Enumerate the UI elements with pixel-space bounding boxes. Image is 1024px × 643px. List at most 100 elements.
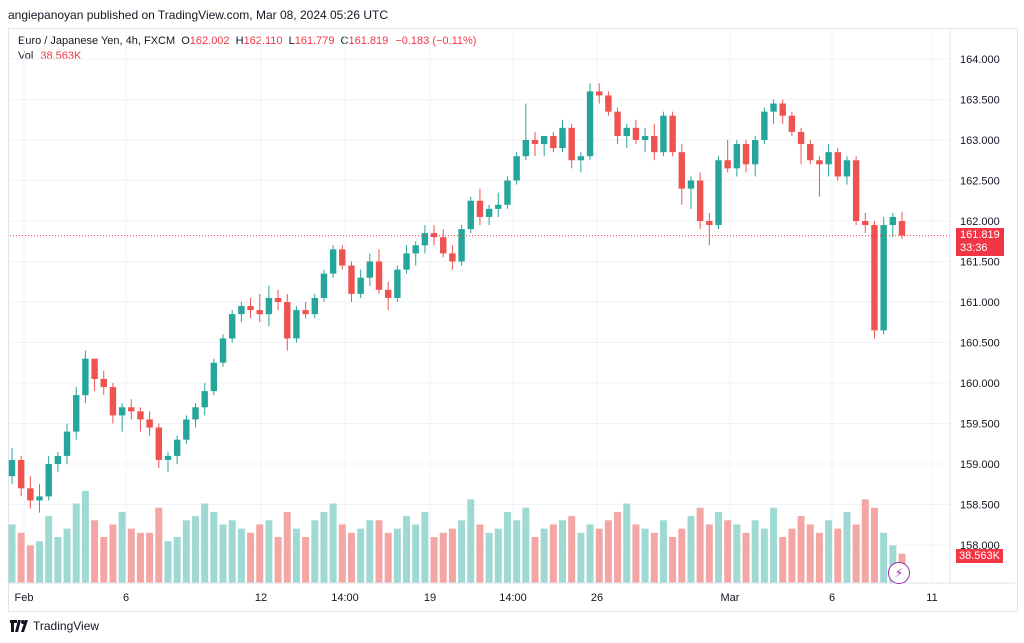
volume-bar [476, 524, 484, 583]
candle-body [651, 135, 658, 153]
candle [403, 245, 410, 274]
symbol-name[interactable]: Euro / Japanese Yen, 4h, FXCM [18, 35, 176, 47]
volume-bar [366, 520, 374, 583]
candle [183, 415, 190, 444]
candle-body [467, 200, 474, 230]
candle-body [614, 111, 621, 136]
candle [137, 407, 144, 432]
volume-bar [467, 499, 475, 583]
volume-bar [384, 532, 392, 583]
volume-bar [549, 524, 557, 583]
candle-body [687, 180, 695, 189]
volume-bar [100, 537, 108, 583]
candle-body [63, 431, 71, 456]
time-tick-label: 14:00 [331, 592, 359, 604]
volume-bar [109, 524, 117, 583]
candle-body [375, 261, 383, 290]
candle-body [880, 225, 887, 331]
candle [293, 306, 300, 343]
candle-body [329, 249, 337, 274]
volume-bar [247, 532, 255, 583]
time-tick-label: 19 [424, 592, 436, 604]
candle [485, 204, 493, 226]
candle [394, 265, 401, 302]
candle-body [100, 378, 107, 388]
candle-body [761, 111, 768, 140]
volume-bar [393, 528, 401, 583]
price-tick-label: 161.500 [960, 257, 1000, 269]
volume-bar [219, 524, 227, 583]
lightning-icon[interactable]: ⚡ [888, 562, 910, 584]
candle-body [27, 488, 34, 501]
candle-body [641, 135, 649, 140]
volume-bar [17, 532, 25, 583]
volume-bar [513, 520, 521, 583]
candle-body [320, 273, 328, 298]
candle [889, 212, 897, 238]
volume-bar [659, 520, 667, 583]
candle [871, 221, 878, 339]
candles [8, 83, 906, 513]
candle [329, 245, 337, 278]
candle [201, 383, 208, 416]
price-tick-label: 164.000 [960, 54, 1000, 66]
candle [596, 83, 603, 104]
candle-body [706, 221, 713, 226]
volume-bar [880, 532, 888, 583]
volume-bar [503, 511, 511, 583]
volume-bar [485, 532, 493, 583]
candle-body [384, 289, 392, 298]
time-tick-label: 6 [829, 592, 835, 604]
candle-body [284, 302, 291, 339]
high-label: H [235, 35, 244, 47]
volume-bar [210, 511, 218, 583]
candle-body [247, 306, 254, 311]
candle [614, 107, 621, 145]
volume-bar [192, 516, 199, 583]
price-tick-label: 160.500 [960, 338, 1000, 350]
candle-body [669, 115, 676, 153]
footer-brand[interactable]: TradingView [33, 619, 100, 633]
volume-bar [237, 528, 245, 583]
volume-bar [412, 524, 420, 583]
volume-bar [439, 532, 447, 583]
volume-bar [274, 537, 282, 583]
volume-bar [742, 532, 750, 583]
candle [834, 148, 841, 181]
candle [265, 285, 273, 327]
candle [366, 253, 374, 286]
candle-body [504, 180, 511, 205]
candle-body [485, 208, 493, 217]
candle [63, 423, 71, 464]
candle-body [724, 160, 731, 169]
candle-body [696, 180, 704, 221]
volume-bar [458, 520, 466, 583]
candle [531, 131, 539, 157]
volume-bar [136, 532, 144, 583]
candle [632, 119, 640, 145]
candle-body [632, 127, 640, 140]
candle-body [128, 407, 135, 412]
candle-body [825, 152, 832, 165]
candle [458, 225, 465, 266]
time-tick-label: Mar [721, 592, 740, 604]
candle [540, 135, 548, 157]
candle [146, 411, 153, 436]
volume-bar [182, 520, 190, 583]
candle [641, 127, 649, 153]
candle-body [678, 152, 686, 189]
candle [82, 350, 89, 404]
volume-bar [843, 511, 851, 583]
candle [430, 225, 438, 246]
volume-bar [834, 528, 842, 583]
candle [715, 156, 722, 230]
volume-bar [705, 524, 713, 583]
current-price-value: 161.819 [960, 229, 1000, 241]
candle-body [862, 221, 869, 226]
candle-body [770, 103, 777, 112]
volume-bar [320, 511, 328, 583]
candle [348, 261, 355, 302]
candle [17, 455, 25, 497]
candle-body [522, 140, 530, 157]
